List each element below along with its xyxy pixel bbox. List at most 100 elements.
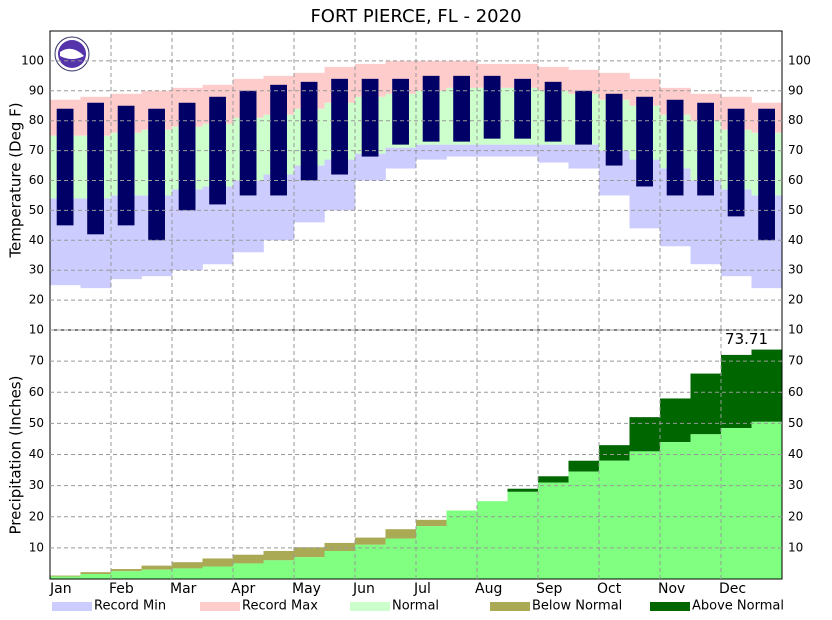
actual-bar (270, 84, 287, 196)
below-normal (355, 537, 386, 545)
legend-label: Normal (392, 599, 439, 614)
y-tick-label: 30 (29, 478, 44, 492)
y-tick-label: 70 (29, 143, 44, 157)
below-normal (294, 547, 325, 558)
normal-precip (477, 501, 508, 579)
legend-swatch (490, 602, 530, 611)
actual-bar (56, 108, 74, 226)
actual-bar (392, 78, 409, 145)
y-tick-label: 20 (29, 293, 44, 307)
actual-bar (514, 78, 531, 139)
logo (54, 36, 90, 72)
below-normal (172, 562, 203, 569)
y2-tick-label: 40 (788, 447, 803, 461)
normal-precip (690, 434, 722, 579)
below-normal (385, 529, 417, 539)
below-normal (233, 554, 264, 564)
y-tick-label: 70 (29, 354, 44, 368)
legend-swatch (52, 602, 92, 611)
actual-bar (697, 102, 714, 196)
y-tick-label: 50 (29, 416, 44, 430)
normal-precip (80, 574, 112, 579)
above-normal (721, 354, 752, 429)
below-normal (416, 519, 447, 527)
normal-precip (172, 568, 203, 579)
above-normal (538, 476, 569, 483)
actual-bar (666, 99, 684, 196)
normal-precip (446, 510, 478, 579)
normal-precip (324, 550, 356, 579)
annotation: 73.71 (725, 330, 768, 348)
x-tick-label: Oct (597, 581, 622, 597)
above-normal (690, 373, 722, 435)
actual-bar (209, 96, 226, 205)
y2-tick-label: 10 (788, 323, 803, 337)
normal-precip (355, 544, 386, 579)
y-tick-label: 100 (21, 53, 44, 67)
x-tick-label: Nov (658, 581, 685, 597)
above-normal (507, 488, 539, 492)
legend-swatch (650, 602, 690, 611)
normal-precip (507, 491, 539, 579)
actual-bar (148, 108, 165, 241)
actual-bar (87, 102, 104, 235)
y2-tick-label: 100 (788, 53, 811, 67)
x-tick-label: Aug (475, 581, 502, 597)
normal-precip (111, 571, 142, 579)
record-min-band (385, 147, 417, 169)
normal-precip (294, 557, 325, 579)
normal-precip (568, 471, 600, 579)
actual-bar (300, 81, 318, 181)
y2-tick-label: 30 (788, 478, 803, 492)
normal-precip (263, 560, 295, 579)
above-normal (751, 349, 783, 422)
record-max-band (568, 69, 600, 94)
x-tick-label: Jul (413, 581, 431, 597)
above-normal (599, 445, 630, 461)
x-tick-label: Mar (170, 581, 197, 597)
y2-tick-label: 50 (788, 203, 803, 217)
x-tick-label: Jun (352, 581, 375, 597)
normal-precip (660, 442, 691, 579)
actual-bar (544, 81, 562, 142)
actual-bar (361, 78, 379, 157)
x-tick-label: Sep (536, 581, 563, 597)
x-tick-label: May (292, 581, 321, 597)
above-normal (629, 417, 661, 452)
y2-tick-label: 10 (788, 540, 803, 554)
normal-precip (202, 566, 234, 579)
y-axis-label: Precipitation (Inches) (7, 376, 25, 535)
normal-precip (416, 526, 447, 579)
y2-tick-label: 60 (788, 173, 803, 187)
normal-precip (233, 563, 264, 579)
below-normal (263, 550, 295, 561)
y-tick-label: 20 (29, 509, 44, 523)
legend-swatch (350, 602, 390, 611)
above-normal (660, 398, 691, 443)
below-normal (50, 575, 81, 577)
normal-precip (538, 482, 569, 579)
y2-tick-label: 20 (788, 509, 803, 523)
legend-label: Record Max (242, 599, 318, 614)
actual-bar (575, 90, 592, 145)
y2-tick-label: 70 (788, 354, 803, 368)
legend-label: Record Min (94, 599, 166, 614)
actual-bar (331, 78, 348, 175)
y2-tick-label: 70 (788, 143, 803, 157)
x-tick-label: Dec (719, 581, 746, 597)
record-min-band (446, 144, 478, 157)
below-normal (80, 572, 112, 575)
chart-title: FORT PIERCE, FL - 2020 (310, 6, 521, 27)
legend-label: Below Normal (532, 599, 622, 614)
x-tick-label: Feb (109, 581, 134, 597)
actual-bar (636, 96, 653, 187)
y-tick-label: 10 (29, 323, 44, 337)
record-min-band (568, 144, 600, 169)
legend-swatch (200, 602, 240, 611)
x-tick-label: Apr (231, 581, 255, 597)
above-normal (568, 460, 600, 472)
y-tick-label: 30 (29, 263, 44, 277)
record-min-band (538, 144, 569, 163)
actual-bar (453, 75, 470, 142)
actual-bar (727, 108, 745, 217)
